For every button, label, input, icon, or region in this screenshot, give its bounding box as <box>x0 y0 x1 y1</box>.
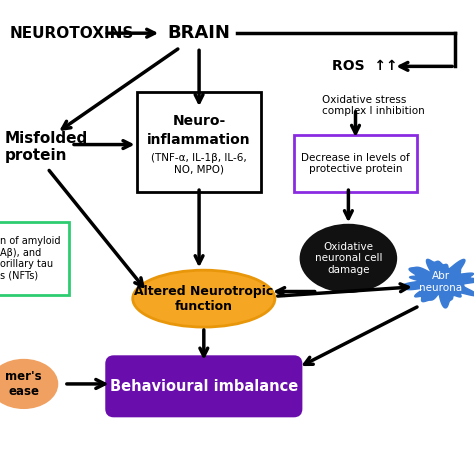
Text: Altered Neurotropic
function: Altered Neurotropic function <box>134 284 273 313</box>
Text: Abr
neurona: Abr neurona <box>419 271 462 293</box>
Polygon shape <box>403 259 474 308</box>
Text: NEUROTOXINS: NEUROTOXINS <box>9 26 134 41</box>
Text: Oxidative
neuronal cell
damage: Oxidative neuronal cell damage <box>315 242 382 275</box>
Text: n of amyloid
Aβ), and
orillary tau
s (NFTs): n of amyloid Aβ), and orillary tau s (NF… <box>0 236 61 281</box>
FancyBboxPatch shape <box>137 92 261 192</box>
Text: mer's
ease: mer's ease <box>5 370 42 398</box>
FancyBboxPatch shape <box>107 357 301 416</box>
FancyBboxPatch shape <box>294 135 417 192</box>
Text: ROS  ↑↑: ROS ↑↑ <box>332 59 397 73</box>
Ellipse shape <box>0 360 57 408</box>
Text: Neuro-: Neuro- <box>173 114 226 128</box>
Ellipse shape <box>133 270 275 327</box>
Text: BRAIN: BRAIN <box>168 24 230 42</box>
Text: Misfolded
protein: Misfolded protein <box>5 131 88 163</box>
Text: (TNF-α, IL-1β, IL-6,
NO, MPO): (TNF-α, IL-1β, IL-6, NO, MPO) <box>151 153 247 174</box>
Text: Oxidative stress
complex I inhibition: Oxidative stress complex I inhibition <box>322 95 425 117</box>
Text: Behavioural imbalance: Behavioural imbalance <box>109 379 298 394</box>
Text: Decrease in levels of
protective protein: Decrease in levels of protective protein <box>301 153 410 174</box>
Text: inflammation: inflammation <box>147 133 251 147</box>
Ellipse shape <box>301 225 396 292</box>
FancyBboxPatch shape <box>0 222 69 295</box>
